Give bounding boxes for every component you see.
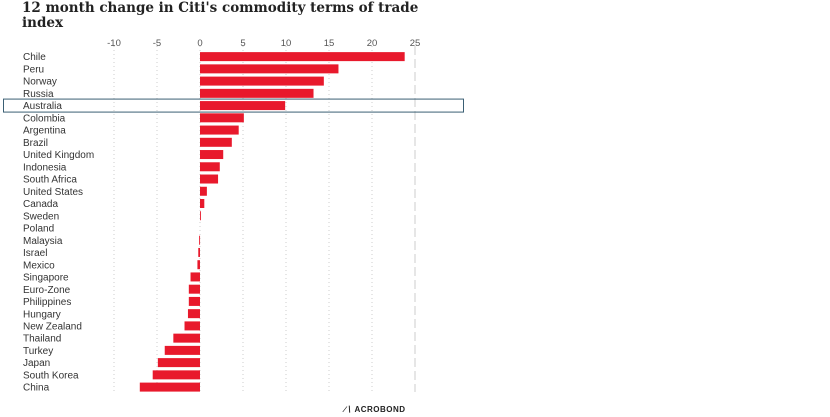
- bar: [200, 113, 244, 123]
- bar: [200, 211, 201, 221]
- x-tick-label: 10: [281, 38, 292, 49]
- category-label: Philippines: [23, 297, 71, 308]
- category-label: Euro-Zone: [23, 285, 71, 296]
- category-label: Sweden: [23, 211, 59, 222]
- category-label: Canada: [23, 199, 58, 210]
- x-tick-label: 20: [367, 38, 378, 49]
- bar: [200, 88, 314, 98]
- category-label: United States: [23, 187, 83, 198]
- bar: [200, 186, 207, 196]
- bar: [188, 284, 200, 294]
- category-label: Colombia: [23, 113, 66, 124]
- bar: [152, 370, 200, 380]
- bar: [187, 309, 200, 319]
- category-label: Argentina: [23, 126, 66, 137]
- category-label: Malaysia: [23, 236, 63, 247]
- category-label: Mexico: [23, 260, 55, 271]
- bar: [164, 345, 200, 355]
- bar: [199, 235, 201, 245]
- x-tick-label: 15: [324, 38, 335, 49]
- x-tick-label: -5: [153, 38, 161, 49]
- bar: [157, 358, 200, 368]
- bar: [197, 260, 200, 270]
- bar: [190, 272, 200, 282]
- category-label: Chile: [23, 52, 46, 63]
- category-label: Indonesia: [23, 162, 67, 173]
- bar: [200, 52, 405, 62]
- brand-logo: ∕∖ ACROBOND: [344, 405, 406, 414]
- bar: [200, 101, 286, 111]
- category-label: Thailand: [23, 334, 61, 345]
- highlight-layer: [3, 98, 464, 113]
- acrobond-logo-icon: ∕∖: [344, 405, 352, 414]
- bar: [200, 174, 219, 184]
- bar: [200, 125, 239, 135]
- bar: [198, 247, 200, 257]
- bar: [200, 199, 205, 208]
- category-label: South Korea: [23, 370, 79, 381]
- category-label: Russia: [23, 89, 54, 100]
- category-label: Poland: [23, 224, 54, 235]
- bar: [200, 137, 232, 147]
- chart-title: 12 month change in Citi's commodity term…: [22, 0, 419, 31]
- x-tick-label: 0: [197, 38, 202, 49]
- category-label: Turkey: [23, 346, 53, 357]
- category-label: Hungary: [23, 309, 61, 320]
- category-label: Peru: [23, 64, 44, 75]
- bar: [188, 296, 200, 306]
- category-label: Singapore: [23, 273, 69, 284]
- category-label: Norway: [23, 77, 57, 88]
- bar: [173, 333, 200, 343]
- category-label: New Zealand: [23, 322, 82, 333]
- bar: [200, 150, 224, 160]
- bar: [184, 321, 200, 331]
- x-tick-label: -10: [107, 38, 121, 49]
- category-label: Brazil: [23, 138, 48, 149]
- category-label: South Africa: [23, 175, 77, 186]
- bar: [200, 76, 324, 86]
- category-label: Israel: [23, 248, 47, 259]
- bar: [139, 382, 200, 392]
- bar: [200, 162, 220, 172]
- x-axis-ticks: -10 -5 0 5 10 15 20 25: [107, 38, 420, 49]
- highlight-box: [3, 98, 464, 113]
- x-tick-label: 5: [240, 38, 245, 49]
- category-label: Australia: [23, 101, 62, 112]
- category-label: China: [23, 383, 50, 394]
- bars: [139, 52, 405, 392]
- x-tick-label: 25: [410, 38, 421, 49]
- gridlines: [113, 46, 416, 392]
- category-label: Japan: [23, 358, 50, 369]
- bar: [200, 64, 339, 74]
- brand-name: ACROBOND: [354, 405, 406, 414]
- category-label: United Kingdom: [23, 150, 94, 161]
